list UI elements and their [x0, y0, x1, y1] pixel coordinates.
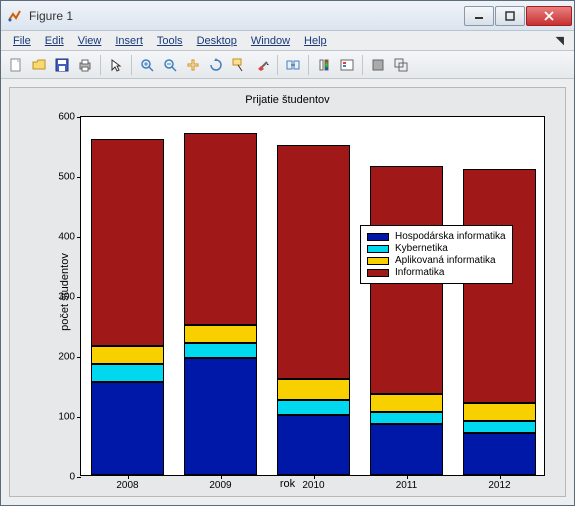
ytick-label: 400: [58, 232, 75, 243]
menu-help[interactable]: Help: [298, 33, 333, 49]
bar-segment: [370, 412, 443, 424]
xtick-label: 2011: [396, 480, 418, 491]
bar-segment: [277, 415, 350, 475]
menu-edit[interactable]: Edit: [39, 33, 70, 49]
menu-tools[interactable]: Tools: [151, 33, 189, 49]
axes[interactable]: Hospodárska informatikaKybernetikaApliko…: [80, 116, 545, 476]
print-button[interactable]: [74, 54, 96, 76]
bars-container: [81, 117, 544, 475]
window-controls: [463, 6, 572, 26]
close-button[interactable]: [526, 6, 572, 26]
colorbar-button[interactable]: [313, 54, 335, 76]
bar-segment: [463, 169, 536, 403]
toolbar: [1, 51, 574, 79]
brush-button[interactable]: [251, 54, 273, 76]
legend-row: Informatika: [367, 267, 506, 278]
bar-segment: [184, 343, 257, 358]
bar-segment: [91, 364, 164, 382]
bar-segment: [463, 433, 536, 475]
ytick-label: 300: [58, 292, 75, 303]
menu-desktop[interactable]: Desktop: [191, 33, 243, 49]
legend-row: Hospodárska informatika: [367, 231, 506, 242]
save-button[interactable]: [51, 54, 73, 76]
bar-segment: [277, 379, 350, 400]
ytick-label: 500: [58, 172, 75, 183]
new-figure-button[interactable]: [5, 54, 27, 76]
bar-segment: [91, 346, 164, 364]
bar-segment: [184, 358, 257, 475]
xtick-label: 2009: [209, 480, 231, 491]
titlebar: Figure 1: [1, 1, 574, 31]
bar-segment: [370, 424, 443, 475]
legend-swatch: [367, 233, 389, 241]
legend-row: Aplikovaná informatika: [367, 255, 506, 266]
ytick-label: 200: [58, 352, 75, 363]
open-button[interactable]: [28, 54, 50, 76]
bar-segment: [184, 325, 257, 343]
x-axis-label: rok: [10, 478, 565, 490]
xtick-label: 2010: [302, 480, 324, 491]
ytick-label: 0: [69, 472, 75, 483]
window-title: Figure 1: [29, 9, 463, 23]
menu-window[interactable]: Window: [245, 33, 296, 49]
link-button[interactable]: [282, 54, 304, 76]
legend-button[interactable]: [336, 54, 358, 76]
legend-label: Informatika: [395, 267, 444, 278]
bar-segment: [91, 139, 164, 346]
legend[interactable]: Hospodárska informatikaKybernetikaApliko…: [360, 225, 513, 284]
hide-tools-button[interactable]: [367, 54, 389, 76]
show-tools-button[interactable]: [390, 54, 412, 76]
legend-row: Kybernetika: [367, 243, 506, 254]
legend-label: Aplikovaná informatika: [395, 255, 496, 266]
xtick-label: 2008: [116, 480, 138, 491]
zoom-out-button[interactable]: [159, 54, 181, 76]
bar-segment: [184, 133, 257, 325]
menubar: File Edit View Insert Tools Desktop Wind…: [1, 31, 574, 51]
menu-file[interactable]: File: [7, 33, 37, 49]
bar-segment: [91, 382, 164, 475]
figure-window: Figure 1 File Edit View Insert Tools Des…: [0, 0, 575, 506]
xtick-label: 2012: [488, 480, 510, 491]
ytick-label: 100: [58, 412, 75, 423]
legend-swatch: [367, 269, 389, 277]
menu-view[interactable]: View: [72, 33, 108, 49]
maximize-button[interactable]: [495, 6, 525, 26]
bar-segment: [370, 394, 443, 412]
legend-swatch: [367, 257, 389, 265]
legend-swatch: [367, 245, 389, 253]
bar-segment: [277, 145, 350, 379]
rotate-button[interactable]: [205, 54, 227, 76]
chart-title: Prijatie študentov: [10, 94, 565, 106]
legend-label: Kybernetika: [395, 243, 448, 254]
bar-segment: [463, 403, 536, 421]
bar-segment: [463, 421, 536, 433]
minimize-button[interactable]: [464, 6, 494, 26]
menu-insert[interactable]: Insert: [109, 33, 149, 49]
zoom-in-button[interactable]: [136, 54, 158, 76]
pointer-button[interactable]: [105, 54, 127, 76]
dock-icon[interactable]: ◥: [552, 34, 568, 47]
bar-segment: [277, 400, 350, 415]
matlab-icon: [7, 8, 23, 24]
pan-button[interactable]: [182, 54, 204, 76]
plot-area: Prijatie študentov počet študentov rok H…: [1, 79, 574, 505]
data-cursor-button[interactable]: [228, 54, 250, 76]
legend-label: Hospodárska informatika: [395, 231, 506, 242]
plot-panel: Prijatie študentov počet študentov rok H…: [9, 87, 566, 497]
ytick-label: 600: [58, 112, 75, 123]
